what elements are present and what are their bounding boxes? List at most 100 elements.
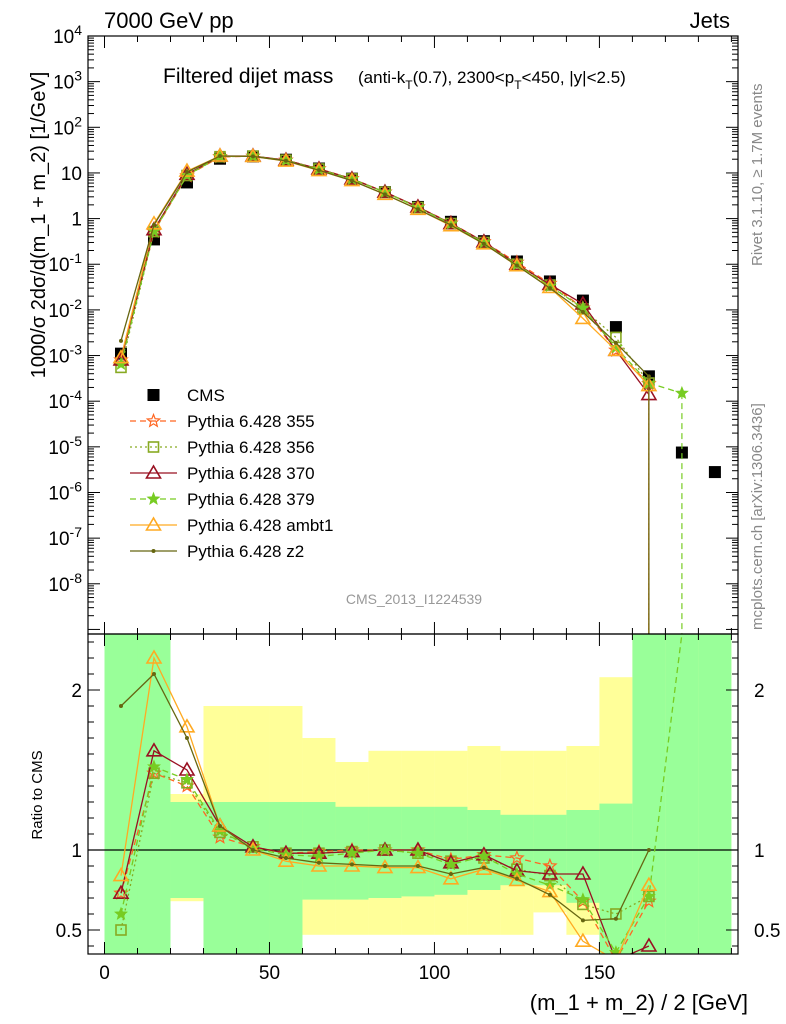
data-point [145, 649, 163, 664]
data-point [514, 876, 519, 881]
x-axis-label: (m_1 + m_2) / 2 [GeV] [530, 990, 748, 1015]
data-point [442, 870, 460, 885]
data-point [112, 349, 130, 364]
data-point [178, 718, 196, 733]
data-point [481, 865, 486, 870]
y-tick-label: 10 [61, 164, 82, 185]
data-point [244, 147, 262, 163]
data-point [613, 916, 618, 921]
y-tick-label: 103 [53, 68, 82, 94]
ratio-y-tick-label-right: 2 [754, 681, 765, 702]
ratio-series-layer [112, 634, 683, 954]
band-green-bin [599, 803, 633, 954]
data-point [378, 842, 392, 856]
data-point [184, 169, 189, 174]
data-point [444, 857, 458, 871]
data-point [547, 892, 552, 897]
y-tick-label: 10-8 [48, 570, 82, 596]
legend-entry-5: Pythia 6.428 ambt1 [130, 516, 333, 535]
data-point [514, 263, 519, 268]
rivet-label: Rivet 3.1.10, ≥ 1.7M events [749, 84, 766, 267]
data-point [184, 736, 189, 740]
data-point [640, 876, 658, 892]
legend-entry-3: Pythia 6.428 370 [130, 464, 315, 483]
y-tick-label: 10-5 [48, 433, 82, 459]
data-point [250, 848, 255, 852]
legend-label: Pythia 6.428 355 [187, 412, 315, 431]
data-point [217, 154, 222, 159]
band-green-bin [665, 634, 699, 954]
axes-layer: 10-810-710-610-510-410-310-210-111010210… [48, 22, 780, 984]
data-point [613, 340, 618, 345]
legend-label: Pythia 6.428 370 [187, 464, 315, 483]
data-point [147, 759, 161, 773]
data-point [547, 286, 552, 291]
y-tick-label: 102 [53, 113, 82, 139]
ratio-y-tick-label: 2 [71, 681, 82, 702]
data-point [509, 849, 525, 865]
band-green-bin [269, 802, 303, 954]
legend-label: Pythia 6.428 ambt1 [187, 516, 333, 535]
data-point [151, 672, 156, 676]
x-tick-label: 0 [99, 963, 110, 984]
data-point [609, 321, 622, 334]
data-point [542, 857, 558, 873]
band-green-bin [632, 634, 666, 954]
y-tick-label: 10-2 [48, 296, 82, 322]
y-tick-label: 10-1 [48, 250, 82, 276]
data-point [477, 849, 491, 863]
data-point [640, 937, 658, 952]
bottom-frame [87, 633, 739, 955]
legend-entry-4: Pythia 6.428 379 [130, 490, 315, 509]
legend-entry-0: CMS [147, 386, 225, 405]
legend-label: Pythia 6.428 379 [187, 490, 315, 509]
mcplots-label: mcplots.cern.ch [arXiv:1306.3436] [749, 403, 766, 630]
legend-marker [151, 549, 156, 553]
data-point [708, 466, 721, 479]
data-point [574, 865, 592, 880]
series-line [120, 772, 650, 954]
data-point [646, 848, 651, 852]
ratio-y-tick-label-right: 0.5 [754, 921, 780, 942]
data-point [244, 841, 262, 856]
analysis-watermark: CMS_2013_I1224539 [346, 591, 482, 607]
top-y-axis-label: 1000/σ 2dσ/d(m_1 + m_2) [1/GeV] [28, 72, 50, 379]
data-point [475, 235, 493, 250]
data-point [316, 168, 321, 173]
data-point [448, 872, 453, 876]
data-point [415, 207, 420, 212]
data-point [114, 906, 128, 920]
legend-entry-2: Pythia 6.428 356 [130, 438, 315, 457]
y-tick-label: 104 [53, 22, 82, 48]
data-point [118, 704, 123, 708]
y-tick-label: 10-3 [48, 342, 82, 368]
data-point [316, 860, 321, 865]
data-point [675, 446, 688, 459]
data-point [115, 924, 127, 936]
band-green-bin [434, 806, 468, 895]
legend-entry-1: Pythia 6.428 355 [130, 412, 315, 431]
data-point [475, 846, 493, 861]
data-point [574, 932, 592, 948]
data-point [277, 852, 295, 868]
data-point [343, 843, 361, 858]
data-point [310, 857, 328, 872]
data-point [580, 309, 585, 314]
legend-label: CMS [187, 386, 225, 405]
data-point [283, 856, 288, 860]
data-point [180, 772, 194, 786]
x-tick-label: 100 [419, 963, 451, 984]
band-green-bin [104, 634, 138, 954]
data-point [575, 892, 590, 906]
data-point [411, 845, 425, 860]
plot-subtitle: (anti-kT(0.7), 2300<pT<450, |y|<2.5) [358, 68, 626, 92]
legend-marker [145, 412, 162, 428]
ratio-y-tick-label: 0.5 [56, 921, 82, 942]
data-point [508, 257, 526, 272]
data-point [382, 192, 387, 197]
data-point [151, 222, 156, 227]
legend-entry-6: Pythia 6.428 z2 [130, 542, 304, 561]
x-tick-label: 150 [584, 963, 616, 984]
header-category: Jets [690, 8, 730, 33]
